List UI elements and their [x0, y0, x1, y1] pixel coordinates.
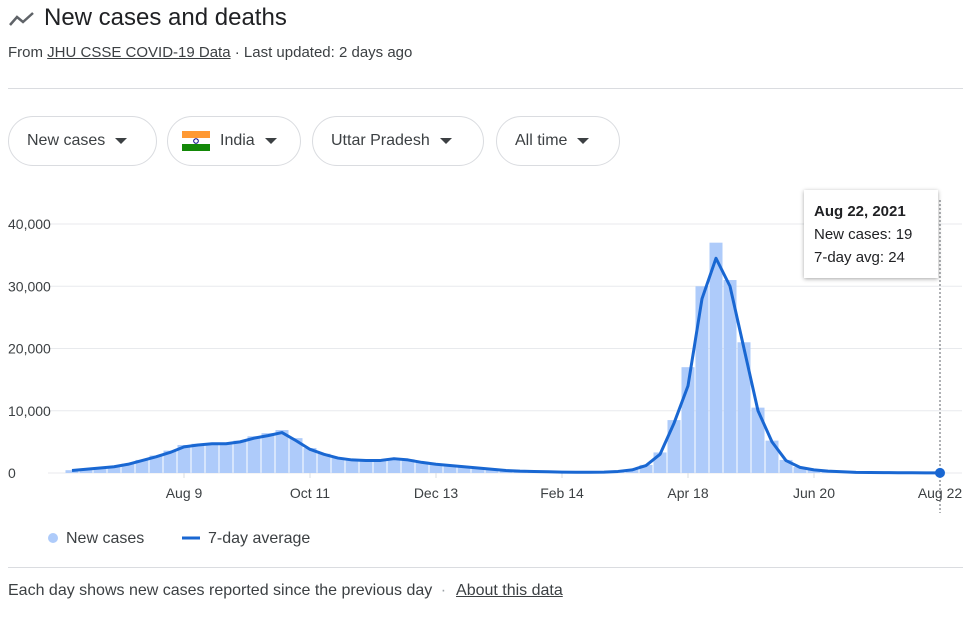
bar [331, 457, 345, 473]
bar [163, 450, 177, 473]
bar [359, 459, 373, 473]
bar [345, 459, 359, 473]
title: New cases and deaths [44, 4, 287, 31]
legend-label: 7-day average [208, 530, 310, 547]
bar [387, 458, 401, 473]
bar [93, 467, 107, 473]
bar [135, 459, 149, 473]
bar [793, 467, 807, 473]
y-tick-label: 10,000 [8, 403, 51, 419]
bar [275, 430, 289, 473]
dropdown-label: India [220, 132, 255, 149]
tooltip-line: 7-day avg: 24 [814, 249, 905, 266]
bar [667, 420, 681, 473]
bar [415, 461, 429, 473]
bar [247, 436, 261, 473]
footer-separator: · [440, 582, 447, 599]
bar [233, 440, 247, 473]
bar [121, 463, 135, 473]
bar [177, 444, 191, 473]
bar [737, 342, 751, 473]
source-prefix: From [8, 44, 43, 61]
updated: · Last updated: 2 days ago [234, 44, 413, 61]
bar [317, 453, 331, 473]
legend-swatch [48, 533, 58, 543]
y-tick-label: 40,000 [8, 216, 51, 232]
line [71, 256, 941, 475]
dropdown-label: All time [515, 132, 568, 149]
bar [709, 242, 723, 473]
footer-note: Each day shows new cases reported since … [8, 582, 433, 599]
bar [471, 467, 485, 473]
tooltip-line: New cases: 19 [814, 226, 913, 243]
metric-dropdown[interactable]: New cases [8, 116, 157, 166]
y-tick-label: 20,000 [8, 341, 51, 357]
hover-dot [935, 467, 945, 478]
tooltip: Aug 22, 2021 New cases: 19 7-day avg: 24 [804, 190, 938, 278]
source-link[interactable]: JHU CSSE COVID-19 Data [47, 44, 231, 61]
tooltip-title: Aug 22, 2021 [814, 203, 906, 220]
dropdown-label: Uttar Pradesh [331, 132, 430, 149]
bar [373, 459, 387, 473]
bar [107, 466, 121, 473]
bar [457, 466, 471, 473]
trend-icon [9, 12, 34, 26]
x-tick-label: Feb 14 [540, 485, 584, 501]
bar [79, 468, 93, 473]
bar [205, 443, 219, 473]
bar [289, 438, 303, 473]
bar [443, 465, 457, 473]
caret [115, 138, 128, 144]
chart: 0 10,000 20,000 30,000 40,000 Aug 9 Oct 11 Dec … [8, 200, 962, 547]
bar [191, 443, 205, 473]
footer: Each day shows new cases reported since … [8, 582, 563, 600]
bar [401, 459, 415, 473]
x-tick-label: Dec 13 [414, 485, 459, 501]
separator [8, 567, 963, 568]
subtitle: From JHU CSSE COVID-19 Data · Last updat… [8, 44, 412, 61]
bar [639, 464, 653, 473]
y-tick-label: 0 [8, 465, 16, 481]
flag [182, 131, 210, 151]
x-tick-label: Jun 20 [793, 485, 835, 501]
bar [485, 468, 499, 473]
x-tick-label: Apr 18 [667, 485, 708, 501]
caret [264, 138, 277, 144]
dropdown-label: New cases [27, 132, 106, 149]
bar [723, 280, 737, 473]
y-tick-label: 30,000 [8, 278, 51, 294]
time-dropdown[interactable]: All time [496, 116, 620, 166]
x-tick-label: Aug 9 [166, 485, 203, 501]
legend-label: New cases [66, 530, 144, 547]
bar [149, 455, 163, 473]
bar [765, 440, 779, 473]
region-dropdown[interactable]: Uttar Pradesh [312, 116, 484, 166]
country-dropdown[interactable]: India [167, 116, 301, 166]
bar [751, 407, 765, 473]
x-tick-label: Oct 11 [290, 485, 330, 501]
bar [219, 442, 233, 473]
about-link[interactable]: About this data [456, 582, 563, 599]
bar [303, 448, 317, 473]
bar [261, 433, 275, 473]
bar [429, 463, 443, 473]
separator [8, 88, 963, 89]
caret [577, 138, 590, 144]
caret [439, 138, 452, 144]
bar [65, 470, 79, 473]
bar [695, 286, 709, 473]
